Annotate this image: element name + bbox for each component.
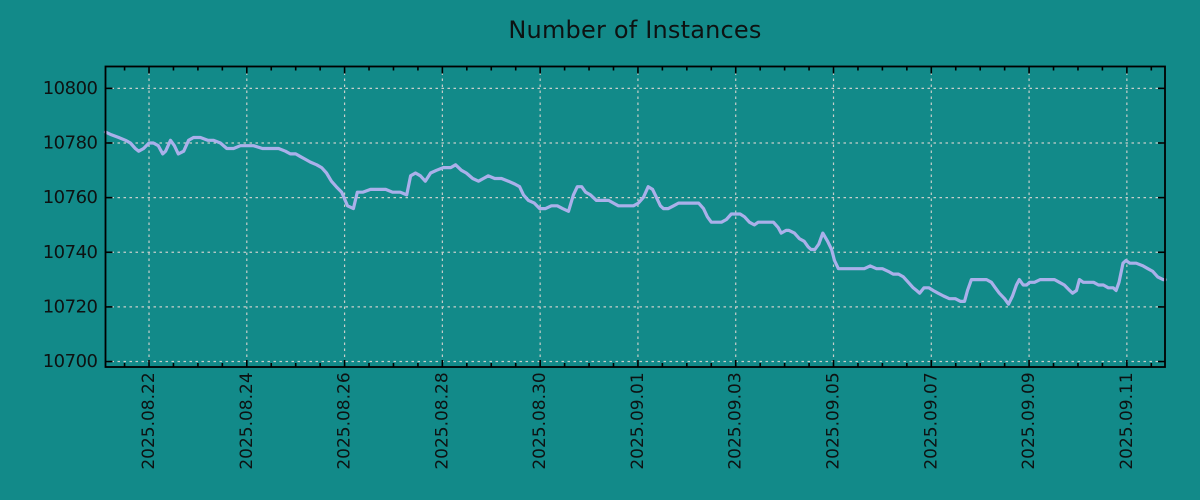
grid-lines <box>105 66 1165 367</box>
series-group <box>103 130 1167 306</box>
x-tick-label: 2025.08.26 <box>335 372 355 469</box>
y-tick-label: 10760 <box>43 187 98 208</box>
y-tick-label: 10700 <box>43 351 98 372</box>
y-tick-label: 10800 <box>43 78 98 99</box>
x-tick-label: 2025.09.11 <box>1117 372 1137 469</box>
x-tick-label: 2025.08.22 <box>139 372 159 469</box>
x-axis-labels: 2025.08.22 2025.08.24 2025.08.26 2025.08.28… <box>139 372 1137 469</box>
x-tick-label: 2025.09.05 <box>824 372 844 469</box>
x-tick-label: 2025.09.03 <box>726 372 746 469</box>
x-tick-label: 2025.08.28 <box>432 372 452 469</box>
chart-title: Number of Instances <box>508 16 762 44</box>
x-tick-label: 2025.08.30 <box>530 372 550 469</box>
x-tick-label: 2025.09.01 <box>628 372 648 469</box>
x-tick-label: 2025.09.09 <box>1019 372 1039 469</box>
y-tick-label: 10720 <box>43 296 98 317</box>
y-axis-ticks <box>105 87 1165 363</box>
y-tick-label: 10740 <box>43 242 98 263</box>
y-axis-labels: 10700 10720 10740 10760 10780 10800 <box>43 78 98 372</box>
series-line <box>103 130 1167 306</box>
x-tick-label: 2025.09.07 <box>921 372 941 469</box>
y-tick-label: 10780 <box>43 132 98 153</box>
plot-border <box>104 65 1166 368</box>
x-tick-label: 2025.08.24 <box>237 372 257 469</box>
